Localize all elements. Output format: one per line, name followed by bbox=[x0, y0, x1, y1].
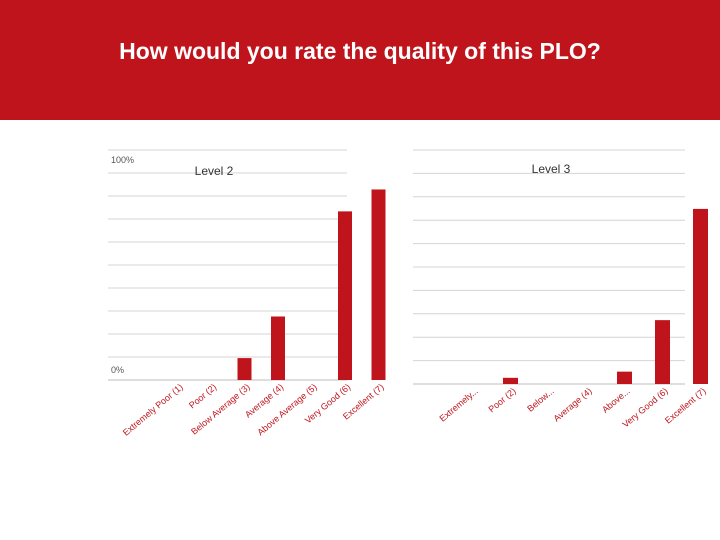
chart-2-body: Level 3 Extremely... Poor (2) Below...Avera… bbox=[413, 149, 708, 430]
bar bbox=[338, 211, 352, 380]
chart-title: Level 3 bbox=[532, 162, 571, 176]
category-label: Excellent (7) bbox=[663, 386, 708, 426]
bar bbox=[655, 320, 670, 384]
category-label: Above... bbox=[600, 386, 632, 415]
bar bbox=[503, 377, 518, 384]
category-label: Poor (2) bbox=[486, 386, 517, 415]
slide-title: How would you rate the quality of this P… bbox=[119, 38, 601, 64]
slide-header: How would you rate the quality of this P… bbox=[0, 0, 720, 120]
bar bbox=[371, 189, 386, 380]
category-label: Extremely... bbox=[437, 386, 479, 424]
bar bbox=[617, 371, 632, 384]
bar bbox=[237, 358, 252, 380]
y-tick-label: 100% bbox=[111, 155, 134, 165]
y-tick-label: 0% bbox=[111, 365, 124, 375]
category-label: Average (4) bbox=[551, 386, 593, 424]
bar bbox=[693, 208, 708, 384]
category-label: Below... bbox=[525, 386, 556, 414]
chart-title: Level 2 bbox=[195, 164, 234, 178]
bar bbox=[271, 316, 285, 380]
